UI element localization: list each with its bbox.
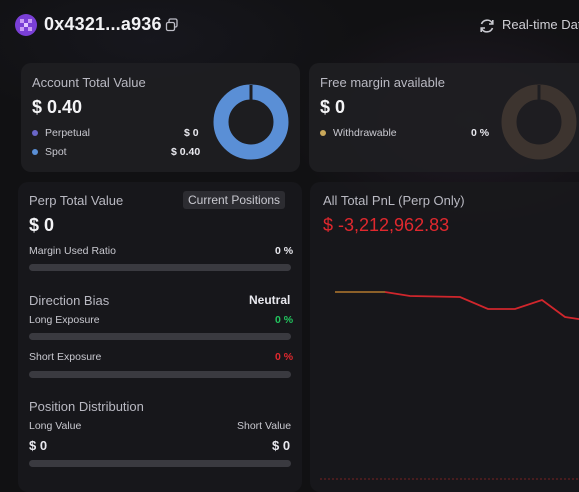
long-value-amount: $ 0 [29, 438, 48, 453]
direction-bias-value: Neutral [249, 293, 291, 307]
perp-total-card: Perp Total Value Current Positions $ 0 M… [18, 182, 302, 492]
long-exposure-value: 0 % [275, 314, 294, 326]
free-margin-card: Free margin available $ 0 Withdrawable 0… [309, 63, 579, 172]
account-donut-chart [213, 84, 289, 160]
refresh-icon[interactable] [478, 17, 496, 35]
spot-label: Spot [45, 146, 67, 158]
long-value-label: Long Value [29, 420, 82, 432]
spot-value: $ 0.40 [171, 146, 201, 158]
long-exposure-bar [29, 333, 291, 340]
avatar-pattern-icon [20, 19, 32, 31]
pnl-line-chart [320, 291, 579, 480]
margin-used-label: Margin Used Ratio [29, 245, 116, 257]
short-exposure-value: 0 % [275, 351, 294, 363]
long-exposure-label: Long Exposure [29, 314, 100, 326]
pnl-title: All Total PnL (Perp Only) [323, 193, 465, 208]
withdrawable-value: 0 % [471, 127, 490, 139]
header: 0x4321...a936 Real-time Data [0, 0, 579, 54]
direction-bias-title: Direction Bias [29, 293, 110, 308]
wallet-address: 0x4321...a936 [44, 14, 162, 34]
withdrawable-dot [320, 130, 326, 136]
current-positions-tab[interactable]: Current Positions [183, 191, 286, 209]
perpetual-value: $ 0 [184, 127, 199, 139]
copy-icon[interactable] [165, 18, 179, 32]
perp-total-title: Perp Total Value [29, 193, 124, 208]
perp-total-value: $ 0 [29, 215, 55, 235]
margin-used-bar [29, 264, 291, 271]
short-exposure-bar [29, 371, 291, 378]
short-value-label: Short Value [237, 420, 292, 432]
perpetual-dot [32, 130, 38, 136]
perpetual-label: Perpetual [45, 127, 90, 139]
pnl-card: All Total PnL (Perp Only) $ -3,212,962.8… [310, 182, 579, 492]
position-distribution-title: Position Distribution [29, 399, 144, 414]
short-value-amount: $ 0 [272, 438, 291, 453]
distribution-bar [29, 460, 291, 467]
pnl-value: $ -3,212,962.83 [323, 215, 450, 235]
account-total-value: $ 0.40 [32, 97, 83, 117]
free-margin-title: Free margin available [320, 75, 446, 90]
pnl-series-line [335, 291, 579, 321]
wallet-avatar [15, 14, 37, 36]
free-margin-donut-chart [501, 84, 577, 160]
short-exposure-label: Short Exposure [29, 351, 102, 363]
free-margin-value: $ 0 [320, 97, 346, 117]
withdrawable-label: Withdrawable [333, 127, 397, 139]
spot-dot [32, 149, 38, 155]
account-total-card: Account Total Value $ 0.40 Perpetual $ 0… [21, 63, 300, 172]
account-total-title: Account Total Value [32, 75, 146, 90]
margin-used-value: 0 % [275, 245, 294, 257]
realtime-data-label[interactable]: Real-time Data [502, 17, 579, 32]
